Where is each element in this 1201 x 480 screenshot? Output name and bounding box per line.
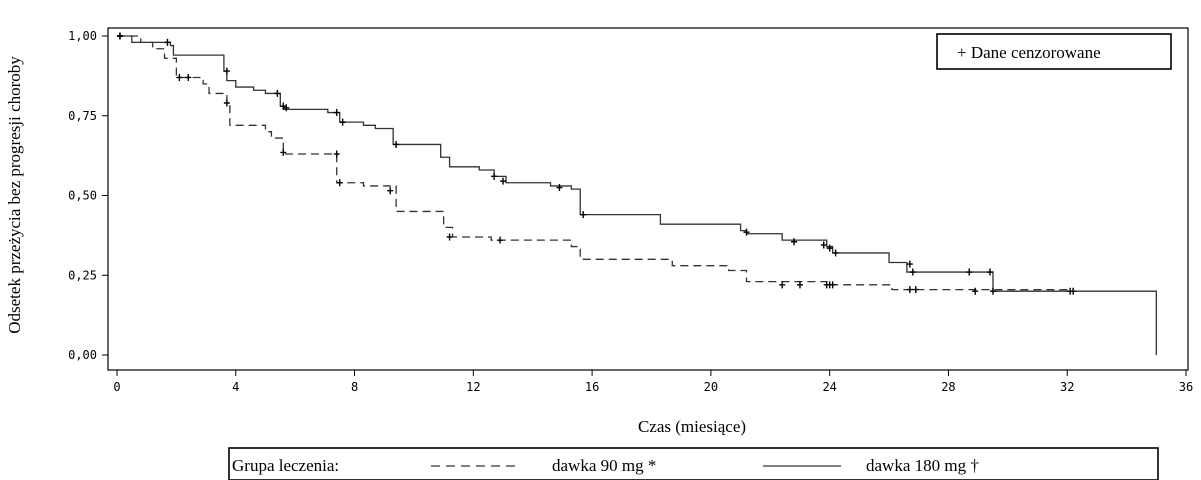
x-tick-label: 32 <box>1060 380 1074 394</box>
censor-mark <box>779 281 786 289</box>
x-tick-label: 36 <box>1179 380 1193 394</box>
censor-mark <box>491 172 498 180</box>
x-tick-label: 8 <box>351 380 358 394</box>
x-tick-label: 4 <box>232 380 239 394</box>
x-tick-label: 0 <box>113 380 120 394</box>
axis-ticks: 0,00 0,25 0,50 0,75 1,00 0 4 8 12 16 20 24 28 32 36 <box>68 29 1193 394</box>
y-axis-title: Odsetek przeżycia bez progresji choroby <box>5 56 24 334</box>
group-legend-title: Grupa leczenia: <box>232 456 339 475</box>
x-tick-label: 12 <box>466 380 480 394</box>
x-axis-title: Czas (miesiące) <box>638 417 746 436</box>
censor-mark <box>743 228 750 236</box>
y-tick-label: 0,75 <box>68 109 97 123</box>
censor-mark <box>283 104 290 112</box>
censor-mark <box>223 67 230 75</box>
group-legend-box <box>228 447 1159 480</box>
y-tick-label: 0,50 <box>68 189 97 203</box>
censor-mark <box>832 249 839 257</box>
censor-mark <box>387 187 394 195</box>
censor-mark <box>580 211 587 219</box>
censor-mark <box>500 177 507 185</box>
plot-frame <box>107 27 1189 371</box>
censor-mark <box>820 241 827 249</box>
censor-mark <box>829 281 836 289</box>
censor-mark <box>223 99 230 107</box>
censor-mark <box>333 150 340 158</box>
y-tick-label: 0,00 <box>68 348 97 362</box>
series-line-1 <box>117 35 1157 355</box>
censor-mark <box>336 179 343 187</box>
censor-mark <box>906 286 913 294</box>
group-legend: Grupa leczenia: dawka 90 mg * dawka 180 … <box>228 447 1159 480</box>
censor-mark <box>176 73 183 81</box>
censor-mark <box>339 118 346 126</box>
censor-mark <box>185 73 192 81</box>
censor-mark <box>909 268 916 276</box>
censor-mark <box>791 238 798 246</box>
censor-mark <box>972 287 979 295</box>
x-tick-label: 20 <box>704 380 718 394</box>
x-tick-label: 28 <box>941 380 955 394</box>
y-tick-label: 0,25 <box>68 268 97 282</box>
legend-label-180mg: dawka 180 mg † <box>866 456 979 475</box>
censor-mark <box>826 244 833 252</box>
censor-mark <box>989 287 996 295</box>
censor-legend: + Dane cenzorowane <box>936 33 1172 70</box>
plot-border <box>107 27 1189 371</box>
censor-mark <box>796 281 803 289</box>
censor-mark <box>333 109 340 117</box>
censor-mark <box>280 148 287 156</box>
x-tick-label: 24 <box>822 380 836 394</box>
censor-mark <box>987 268 994 276</box>
censor-mark <box>497 236 504 244</box>
y-tick-label: 1,00 <box>68 29 97 43</box>
censor-legend-box <box>936 33 1172 70</box>
censor-mark <box>446 233 453 241</box>
y-axis-title-group: Odsetek przeżycia bez progresji choroby <box>5 56 24 334</box>
censor-mark <box>164 38 171 46</box>
censor-mark <box>393 140 400 148</box>
series-line-0 <box>117 35 1074 292</box>
censor-mark <box>556 184 563 192</box>
legend-label-90mg: dawka 90 mg * <box>552 456 656 475</box>
censor-mark <box>274 89 281 97</box>
censor-legend-label: + Dane cenzorowane <box>957 43 1101 62</box>
censor-mark <box>966 268 973 276</box>
censor-mark <box>280 102 287 110</box>
x-tick-label: 16 <box>585 380 599 394</box>
censor-mark <box>906 260 913 268</box>
censor-mark <box>116 32 123 40</box>
series-layer <box>117 35 1157 355</box>
censor-marks-layer <box>116 32 1077 295</box>
censor-mark <box>1070 287 1077 295</box>
censor-mark <box>912 286 919 294</box>
